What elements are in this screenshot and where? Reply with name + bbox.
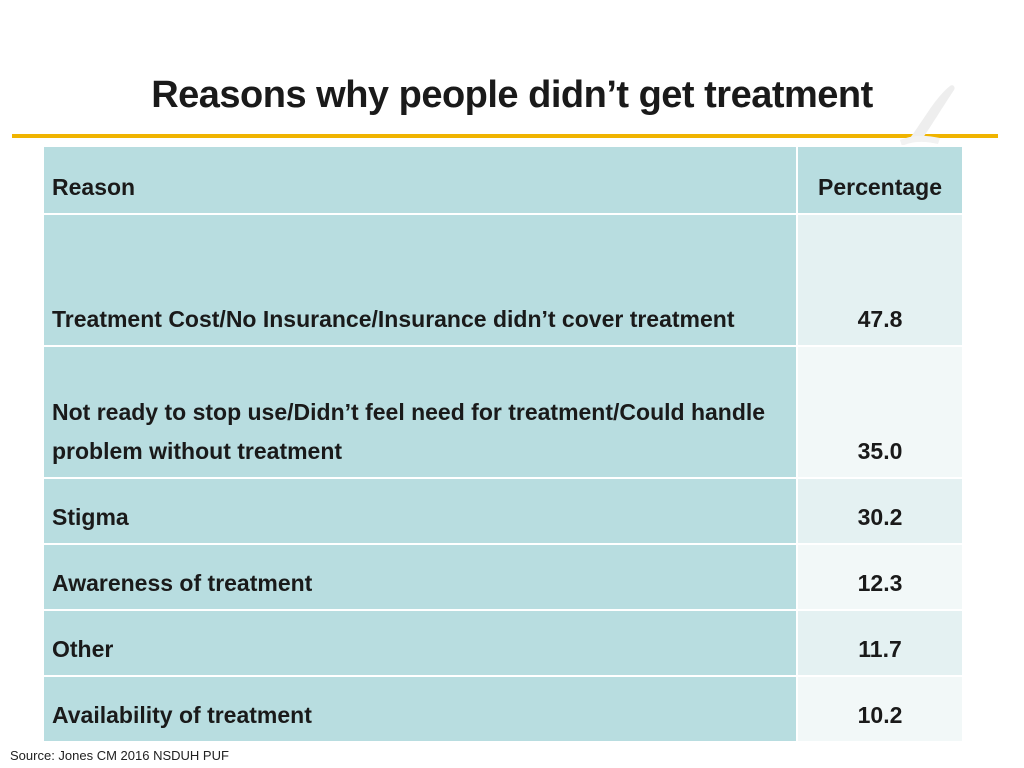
row-percentage: 10.2 [796, 675, 964, 743]
reasons-table: Reason Percentage Treatment Cost/No Insu… [42, 145, 964, 743]
row-reason: Availability of treatment [42, 675, 798, 743]
header-reason: Reason [42, 145, 798, 215]
table-row: Stigma 30.2 [42, 477, 964, 545]
decorative-swoosh-icon [900, 85, 955, 146]
table-row: Not ready to stop use/Didn’t feel need f… [42, 345, 964, 479]
table-row: Other 11.7 [42, 609, 964, 677]
row-reason: Awareness of treatment [42, 543, 798, 611]
table-row: Awareness of treatment 12.3 [42, 543, 964, 611]
row-reason: Not ready to stop use/Didn’t feel need f… [42, 345, 798, 479]
title-underline [12, 134, 998, 138]
row-percentage: 12.3 [796, 543, 964, 611]
table-row: Availability of treatment 10.2 [42, 675, 964, 743]
slide-title: Reasons why people didn’t get treatment [0, 74, 1024, 117]
source-note: Source: Jones CM 2016 NSDUH PUF [10, 748, 229, 763]
table-header-row: Reason Percentage [42, 145, 964, 215]
row-reason: Other [42, 609, 798, 677]
slide-title-text: Reasons why people didn’t get treatment [151, 74, 873, 116]
header-percentage: Percentage [796, 145, 964, 215]
row-reason: Stigma [42, 477, 798, 545]
row-percentage: 47.8 [796, 213, 964, 347]
row-percentage: 35.0 [796, 345, 964, 479]
table-row: Treatment Cost/No Insurance/Insurance di… [42, 213, 964, 347]
row-percentage: 11.7 [796, 609, 964, 677]
row-reason: Treatment Cost/No Insurance/Insurance di… [42, 213, 798, 347]
row-percentage: 30.2 [796, 477, 964, 545]
